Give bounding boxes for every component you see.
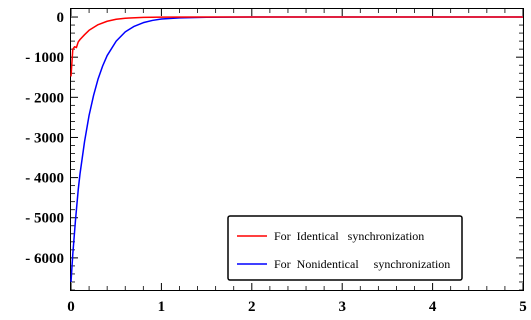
axis-tick-labels: 0 1 2 3 4 5 0 - 1000 - 2000 - 3000 - 4000 - 5000 - 6… (25, 10, 527, 315)
series-lines (70, 16, 523, 283)
y-tick-label: - 6000 (25, 251, 64, 267)
y-tick-label: - 4000 (25, 171, 64, 187)
legend-box (227, 215, 463, 281)
legend: For Identical synchronization For Nonide… (227, 215, 463, 281)
plot-frame (70, 8, 524, 291)
y-tick-label: - 2000 (25, 90, 64, 106)
x-tick-label: 2 (248, 299, 256, 315)
x-tick-label: 4 (429, 299, 437, 315)
y-tick-label: - 3000 (25, 130, 64, 146)
x-tick-label: 0 (67, 299, 75, 315)
legend-label-identical: For Identical synchronization (274, 229, 424, 243)
y-tick-label: 0 (57, 10, 65, 26)
x-tick-label: 1 (158, 299, 166, 315)
series-line-identical (70, 16, 523, 77)
y-tick-label: - 5000 (25, 211, 64, 227)
y-tick-label: - 1000 (25, 50, 64, 66)
x-tick-label: 3 (338, 299, 346, 315)
x-tick-label: 5 (519, 299, 527, 315)
legend-label-nonidentical: For Nonidentical synchronization (274, 257, 450, 271)
